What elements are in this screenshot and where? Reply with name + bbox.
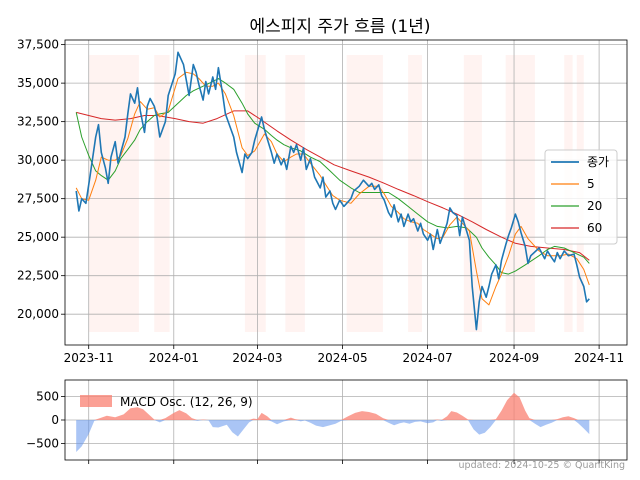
oscillator-y-tick-label-2: 500 — [36, 389, 59, 403]
shaded-period-5 — [408, 55, 423, 332]
legend-label-3: 60 — [587, 221, 602, 235]
price-y-tick-label-5: 32,500 — [17, 115, 59, 129]
price-x-tick-label-0: 2023-11 — [64, 351, 114, 365]
price-x-tick-label-3: 2024-05 — [317, 351, 367, 365]
oscillator-y-tick-label-0: −500 — [26, 437, 59, 451]
oscillator-legend-swatch — [80, 395, 112, 407]
oscillator-negative-area — [76, 420, 590, 452]
shaded-period-6 — [463, 55, 482, 332]
oscillator-positive-area — [76, 392, 590, 420]
price-y-tick-label-4: 30,000 — [17, 153, 59, 167]
price-y-tick-label-6: 35,000 — [17, 76, 59, 90]
oscillator-area — [76, 392, 590, 452]
legend-label-2: 20 — [587, 199, 602, 213]
oscillator-y-tick-label-1: 0 — [51, 413, 59, 427]
updated-watermark: updated: 2024-10-25 © QuantKing — [459, 460, 625, 471]
legend-label-0: 종가 — [587, 155, 609, 169]
price-x-axis: 2023-11 2024-01 2024-03 2024-05 2024-07 2024-… — [64, 345, 624, 365]
shaded-period-0 — [88, 55, 139, 332]
oscillator-legend-label: MACD Osc. (12, 26, 9) — [120, 395, 253, 409]
shaded-period-3 — [285, 55, 305, 332]
oscillator-panel: −500 0 500 MACD Osc. (12, 26, 9) — [26, 379, 628, 464]
price-y-tick-label-0: 20,000 — [17, 307, 59, 321]
shaded-periods — [88, 55, 584, 332]
oscillator-panel-frame — [64, 379, 628, 461]
series-line-0 — [75, 51, 590, 331]
price-legend: 종가 5 20 60 — [544, 149, 618, 245]
price-y-axis: 20,000 22,500 25,000 27,500 30,000 32,500 35,0… — [17, 38, 65, 321]
legend-label-1: 5 — [587, 177, 595, 191]
chart-title: 에스피지 주가 흐름 (1년) — [249, 17, 430, 37]
price-y-tick-label-1: 22,500 — [17, 269, 59, 283]
price-x-tick-label-2: 2024-03 — [232, 351, 282, 365]
price-x-tick-label-6: 2024-11 — [574, 351, 624, 365]
price-panel-frame — [64, 39, 628, 346]
price-x-tick-label-1: 2024-01 — [149, 351, 199, 365]
shaded-period-2 — [244, 55, 266, 332]
price-x-tick-label-5: 2024-09 — [489, 351, 539, 365]
oscillator-y-axis: −500 0 500 — [26, 389, 65, 451]
oscillator-x-axis — [88, 460, 600, 464]
price-series — [75, 51, 590, 331]
legend-box — [544, 149, 618, 245]
price-y-tick-label-7: 37,500 — [17, 38, 59, 52]
price-y-tick-label-2: 25,000 — [17, 230, 59, 244]
oscillator-legend: MACD Osc. (12, 26, 9) — [80, 395, 253, 409]
shaded-period-7 — [505, 55, 535, 332]
price-y-tick-label-3: 27,500 — [17, 192, 59, 206]
price-panel: 20,000 22,500 25,000 27,500 30,000 32,500 35,0… — [17, 38, 628, 365]
price-x-tick-label-4: 2024-07 — [403, 351, 453, 365]
